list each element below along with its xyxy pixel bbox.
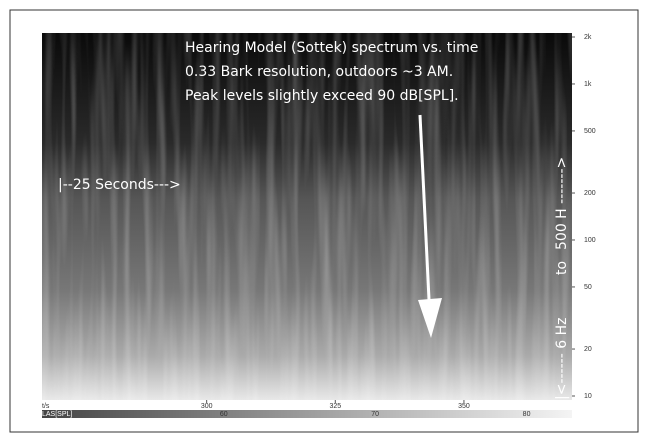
y-tick-label: 500 bbox=[584, 128, 596, 135]
colorbar-tick-label: 70 bbox=[371, 411, 379, 418]
title-line: 0.33 Bark resolution, outdoors ~3 AM. bbox=[185, 64, 453, 80]
x-axis-label: t/s bbox=[42, 403, 50, 410]
colorbar bbox=[42, 410, 572, 418]
colorbar-tick-label: 80 bbox=[523, 411, 531, 418]
x-tick-label: 300 bbox=[201, 403, 213, 410]
axis-panel bbox=[572, 33, 600, 400]
y-tick-label: 20 bbox=[584, 346, 592, 353]
y-tick-label: 50 bbox=[584, 284, 592, 291]
spectrogram-texture bbox=[42, 33, 572, 400]
annotation: |--25 Seconds---> bbox=[58, 177, 181, 193]
arrow bbox=[418, 114, 432, 321]
annotation: to bbox=[554, 261, 570, 275]
colorbar-tick-label: 60 bbox=[220, 411, 228, 418]
frame bbox=[9, 9, 639, 433]
x-tick-label: 325 bbox=[329, 403, 341, 410]
y-tick-label: 2k bbox=[584, 34, 592, 41]
y-tick-label: 100 bbox=[584, 237, 596, 244]
colorbar-label: LAS[SPL] bbox=[42, 411, 72, 418]
y-tick-label: 1k bbox=[584, 81, 592, 88]
annotation: 500 H -------> bbox=[554, 157, 570, 250]
title-line: Hearing Model (Sottek) spectrum vs. time bbox=[185, 40, 478, 56]
x-tick-label: 350 bbox=[458, 403, 470, 410]
annotation: |<------ 6 Hz bbox=[554, 318, 570, 400]
arrow-head bbox=[418, 298, 442, 338]
title-line: Peak levels slightly exceed 90 dB[SPL]. bbox=[185, 88, 459, 104]
y-tick-label: 200 bbox=[584, 190, 596, 197]
y-tick-label: 10 bbox=[584, 393, 592, 400]
